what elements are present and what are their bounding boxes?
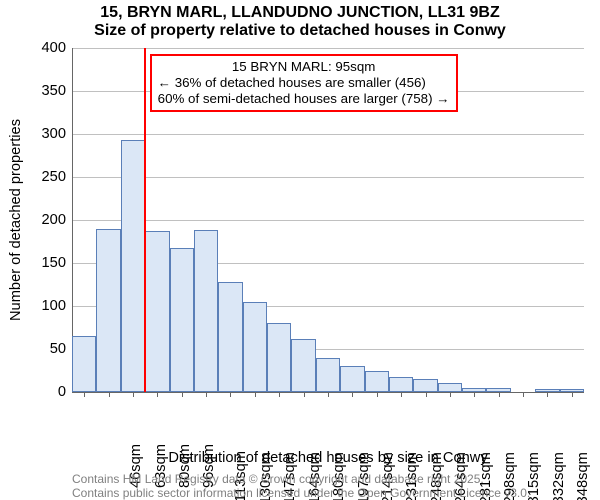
y-tick-label: 400 [42,40,72,56]
x-tick [523,392,524,397]
x-tick [230,392,231,397]
y-tick-label: 0 [58,384,72,400]
x-tick [474,392,475,397]
x-tick [157,392,158,397]
histogram-bar [170,248,194,392]
x-tick [182,392,183,397]
x-tick-label: 46sqm [128,400,144,444]
histogram-bar [389,377,413,392]
credit-line-2: Contains public sector information licen… [72,486,530,500]
x-tick [426,392,427,397]
histogram-bar [218,282,242,392]
grid-line [72,220,584,221]
credit-line-1: Contains HM Land Registry data © Crown c… [72,472,484,486]
histogram-bar [121,140,145,392]
annotation-line: ← 36% of detached houses are smaller (45… [158,75,450,91]
chart-stage: 15, BRYN MARL, LLANDUDNO JUNCTION, LL31 … [0,0,600,500]
x-tick-label: 130sqm [258,400,274,452]
x-tick [572,392,573,397]
x-tick-label: 298sqm [502,400,518,452]
grid-line [72,48,584,49]
x-tick [84,392,85,397]
annotation-title: 15 BRYN MARL: 95sqm [158,59,450,75]
x-axis-label: Distribution of detached houses by size … [72,450,584,466]
grid-line [72,134,584,135]
chart-title-line1: 15, BRYN MARL, LLANDUDNO JUNCTION, LL31 … [0,4,600,22]
y-tick-label: 100 [42,298,72,314]
histogram-bar [145,231,169,392]
x-tick [109,392,110,397]
x-tick [328,392,329,397]
x-tick-label: 164sqm [307,400,323,452]
x-tick [206,392,207,397]
x-tick [499,392,500,397]
histogram-bar [291,339,315,392]
histogram-bar [340,366,364,392]
x-tick [377,392,378,397]
x-tick-label: 231sqm [405,400,421,452]
grid-line [72,177,584,178]
x-tick-label: 248sqm [429,400,445,452]
x-tick-label: 197sqm [356,400,372,452]
plot-area: 05010015020025030035040046sqm63sqm80sqm9… [72,48,584,392]
histogram-bar [194,230,218,392]
histogram-bar [243,302,267,392]
histogram-bar [316,358,340,392]
annotation-box: 15 BRYN MARL: 95sqm← 36% of detached hou… [150,54,458,112]
x-tick-label: 214sqm [380,400,396,452]
histogram-bar [438,383,462,392]
x-tick [255,392,256,397]
histogram-bar [72,336,96,392]
x-tick [450,392,451,397]
reference-line [144,48,146,392]
x-tick-label: 113sqm [233,400,249,451]
y-tick-label: 50 [50,341,72,357]
y-tick-label: 250 [42,169,72,185]
x-tick-label: 63sqm [153,400,169,444]
x-tick [401,392,402,397]
x-tick-label: 281sqm [478,400,494,452]
y-tick-label: 150 [42,255,72,271]
x-tick [133,392,134,397]
chart-title-line2: Size of property relative to detached ho… [0,22,600,40]
histogram-bar [267,323,291,392]
x-tick-label: 180sqm [331,400,347,452]
x-tick [279,392,280,397]
x-tick-label: 96sqm [201,400,217,444]
annotation-line: 60% of semi-detached houses are larger (… [158,91,450,107]
histogram-bar [365,371,389,393]
y-axis-label: Number of detached properties [8,119,24,321]
x-tick [547,392,548,397]
y-tick-label: 300 [42,126,72,142]
histogram-bar [96,229,120,392]
x-tick-label: 80sqm [177,400,193,444]
x-tick-label: 348sqm [575,400,591,452]
x-tick [304,392,305,397]
x-tick-label: 315sqm [526,400,542,452]
x-tick-label: 147sqm [283,400,299,452]
x-tick [352,392,353,397]
x-tick-label: 264sqm [453,400,469,452]
x-tick-label: 332sqm [551,400,567,452]
y-tick-label: 200 [42,212,72,228]
y-tick-label: 350 [42,83,72,99]
histogram-bar [413,379,437,392]
